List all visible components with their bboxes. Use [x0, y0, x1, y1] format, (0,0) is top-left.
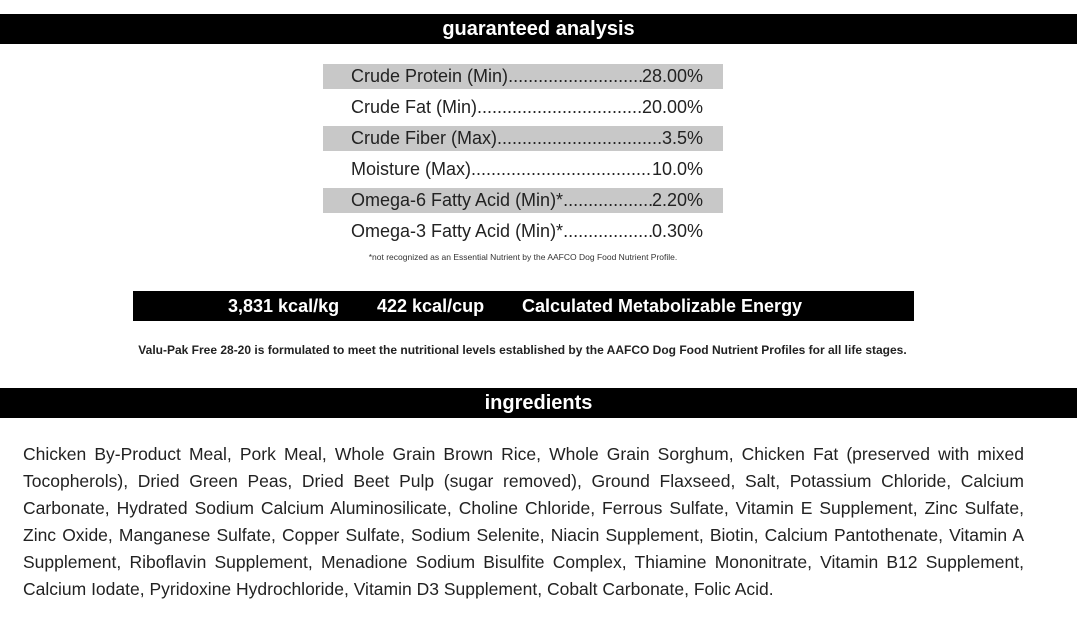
- analysis-label: Crude Fat (Min): [351, 97, 478, 117]
- analysis-label: Omega-6 Fatty Acid (Min)*: [351, 190, 564, 210]
- metabolizable-energy-bar: 3,831 kcal/kg 422 kcal/cup Calculated Me…: [133, 291, 914, 321]
- analysis-row-crude-fiber: Crude Fiber (Max) ......................…: [323, 126, 723, 151]
- guaranteed-analysis-table: Crude Protein (Min) ....................…: [323, 64, 723, 250]
- aafco-statement: Valu-Pak Free 28-20 is formulated to mee…: [138, 343, 907, 357]
- analysis-row-moisture: Moisture (Max) .........................…: [323, 157, 723, 182]
- analysis-row-crude-fat: Crude Fat (Min) ........................…: [323, 95, 723, 120]
- analysis-footnote: *not recognized as an Essential Nutrient…: [368, 252, 678, 262]
- dot-leader: ........................................…: [508, 66, 642, 86]
- analysis-row-crude-protein: Crude Protein (Min) ....................…: [323, 64, 723, 89]
- dot-leader: ........................................…: [471, 159, 652, 179]
- analysis-label: Crude Fiber (Max): [351, 128, 498, 148]
- guaranteed-analysis-header: guaranteed analysis: [0, 14, 1077, 44]
- analysis-row-omega-3: Omega-3 Fatty Acid (Min)* ..............…: [323, 219, 723, 244]
- ingredients-header: ingredients: [0, 388, 1077, 418]
- analysis-row-omega-6: Omega-6 Fatty Acid (Min)* ..............…: [323, 188, 723, 213]
- dot-leader: ........................................…: [497, 128, 662, 148]
- energy-label: Calculated Metabolizable Energy: [522, 296, 803, 316]
- energy-kcal-per-cup: 422 kcal/cup: [377, 296, 485, 316]
- dot-leader: ........................................…: [563, 221, 652, 241]
- analysis-value: 28.00%: [641, 66, 703, 86]
- analysis-label: Omega-3 Fatty Acid (Min)*: [351, 221, 564, 241]
- energy-kcal-per-kg: 3,831 kcal/kg: [228, 296, 340, 316]
- dot-leader: ........................................…: [563, 190, 652, 210]
- analysis-value: 20.00%: [641, 97, 703, 117]
- analysis-value: 10.0%: [651, 159, 703, 179]
- analysis-value: 2.20%: [651, 190, 703, 210]
- analysis-value: 3.5%: [661, 128, 703, 148]
- dot-leader: ........................................…: [477, 97, 642, 117]
- ingredients-text: Chicken By-Product Meal, Pork Meal, Whol…: [23, 444, 1024, 599]
- analysis-label: Crude Protein (Min): [351, 66, 509, 86]
- analysis-label: Moisture (Max): [351, 159, 472, 179]
- analysis-value: 0.30%: [651, 221, 703, 241]
